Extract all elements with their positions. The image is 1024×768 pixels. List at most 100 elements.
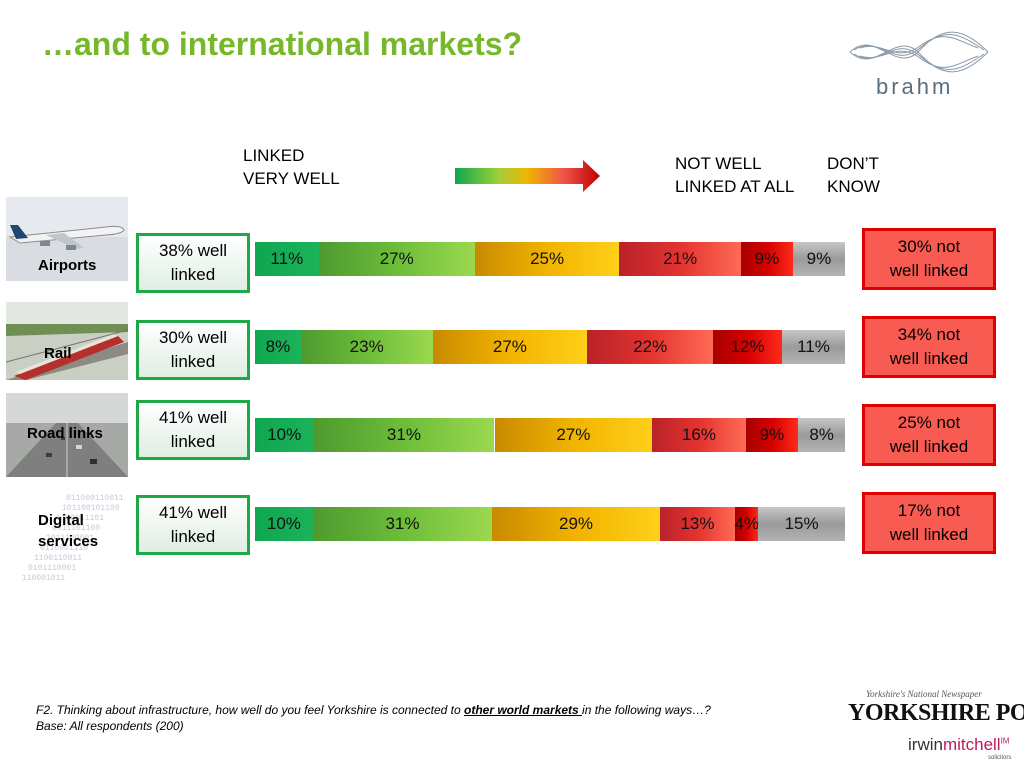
svg-text:0101110001: 0101110001 [28,564,76,573]
not-well-linked-box: 30% not well linked [862,228,996,290]
well-linked-box: 41% well linked [136,495,250,555]
bar-segment-neutral: 27% [432,330,588,364]
row-label-line1: Airports [38,257,97,274]
bar-segment-label: 4% [735,514,759,533]
bar-segment-label: 8% [809,425,834,444]
svg-text:0110001110: 0110001110 [40,544,88,553]
legend-dont-know: DON’T KNOW [827,152,880,198]
well-linked-line2: linked [170,265,216,284]
bar-segment-label: 27% [379,249,414,268]
svg-text:1100110011: 1100110011 [34,554,82,563]
bar-segment-dont-know: 8% [798,418,845,452]
bar-segment-label: 16% [681,425,716,444]
footnote-base: Base: All respondents (200) [36,719,184,733]
well-linked-line1: 41% well [158,503,228,522]
legend-right-line1: DON’T [827,154,879,173]
bar-segment-fairly-well: 31% [312,507,493,541]
row-label-line1: Rail [44,345,72,362]
bar-segment-neutral: 27% [494,418,653,452]
well-linked-box: 30% well linked [136,320,250,380]
page-title: …and to international markets? [42,26,523,62]
bar-segment-neutral: 25% [474,242,620,276]
bar-segment-not-at-all: 12% [713,330,782,364]
bar-segment-label: 11% [797,337,830,356]
bar-segment-label: 31% [385,514,420,533]
bar-segment-very-well: 10% [255,418,314,452]
well-linked-line1: 41% well [158,408,228,427]
irwin-text: irwin [908,735,943,754]
not-well-linked-line2: well linked [889,349,969,368]
well-linked-box: 38% well linked [136,233,250,293]
yorkshire-post-logo: YORKSHIRE POST [848,700,1024,726]
bar-segment-fairly-well: 27% [318,242,475,276]
bar-segment-not-at-all: 9% [740,242,793,276]
brahm-logo-icon [849,31,989,73]
motorway-photo [6,393,128,477]
not-well-linked-line1: 17% not [897,501,961,520]
bar-segment-label: 23% [349,337,384,356]
bar-segment-label: 13% [680,514,715,533]
legend-right-line2: KNOW [827,177,880,196]
bar-segment-not-very-well: 16% [652,418,746,452]
yorkshire-post-tagline: Yorkshire's National Newspaper [866,689,982,699]
bar-segment-not-very-well: 13% [659,507,736,541]
well-linked-line2: linked [170,527,216,546]
well-linked-line1: 30% well [158,328,228,347]
row-label-line1: Road links [27,425,103,442]
binary-data-photo: 011000110011 101100101100 1100011101 001… [6,484,128,604]
svg-text:1011100001: 1011100001 [46,534,94,543]
bar-segment-label: 9% [806,249,832,268]
bar-segment-fairly-well: 23% [300,330,433,364]
bar-segment-label: 10% [267,425,302,444]
footnote-question: F2. Thinking about infrastructure, how w… [36,702,711,718]
not-well-linked-line1: 34% not [897,325,961,344]
legend-linked-very-well: LINKED VERY WELL [243,144,340,190]
row-label-line1: Digital [38,512,84,529]
bar-segment-label: 22% [633,337,668,356]
irwin-mitchell-logo: irwinmitchellIM [908,735,1009,755]
bar-segment-label: 12% [730,337,765,356]
bar-segment-very-well: 11% [255,242,319,276]
stacked-bar-road-links: 10% 31% 27% 16% 9% 8% [255,418,845,452]
bar-segment-very-well: 8% [255,330,301,364]
footnote-emphasis: other world markets [464,703,583,717]
well-linked-box: 41% well linked [136,400,250,460]
bar-segment-label: 10% [266,514,301,533]
bar-segment-label: 25% [530,249,565,268]
bar-segment-label: 9% [754,249,780,268]
not-well-linked-box: 17% not well linked [862,492,996,554]
bar-segment-label: 11% [270,249,304,268]
not-well-linked-line2: well linked [889,525,969,544]
bar-segment-label: 31% [386,425,421,444]
question-footnote: F2. Thinking about infrastructure, how w… [36,702,711,734]
bar-segment-neutral: 29% [492,507,660,541]
bar-segment-not-very-well: 22% [587,330,714,364]
stacked-bar-digital-services: 10% 31% 29% 13% 4% 15% [255,507,845,541]
stacked-bar-rail: 8% 23% 27% 22% 12% 11% [255,330,845,364]
row-label-rail: Rail [44,343,72,364]
not-well-linked-line1: 30% not [897,237,961,256]
not-well-linked-line2: well linked [889,261,969,280]
bar-segment-not-very-well: 21% [619,242,741,276]
well-linked-line1: 38% well [158,241,228,260]
legend-mid-line2: LINKED AT ALL [675,177,795,196]
legend-mid-line1: NOT WELL [675,154,762,173]
bar-segment-label: 21% [663,249,698,268]
bar-segment-very-well: 10% [255,507,313,541]
irwin-mitchell-subtitle: solicitors [988,755,1012,761]
bar-segment-fairly-well: 31% [313,418,495,452]
bar-segment-dont-know: 15% [758,507,845,541]
bar-segment-label: 27% [492,337,527,356]
svg-text:110001011: 110001011 [22,574,65,583]
bar-segment-dont-know: 9% [792,242,845,276]
bar-segment-label: 27% [556,425,591,444]
row-label-digital-services: Digital services [38,510,98,552]
svg-text:101100101100: 101100101100 [62,504,120,513]
airplane-photo [6,197,128,281]
brand-name: brahm [876,74,954,99]
bar-segment-not-at-all: 4% [735,507,759,541]
scale-arrow-icon [455,160,600,192]
mitchell-text: mitchell [942,735,1001,754]
row-label-line2: services [38,533,99,550]
svg-text:011000110011: 011000110011 [66,494,124,503]
